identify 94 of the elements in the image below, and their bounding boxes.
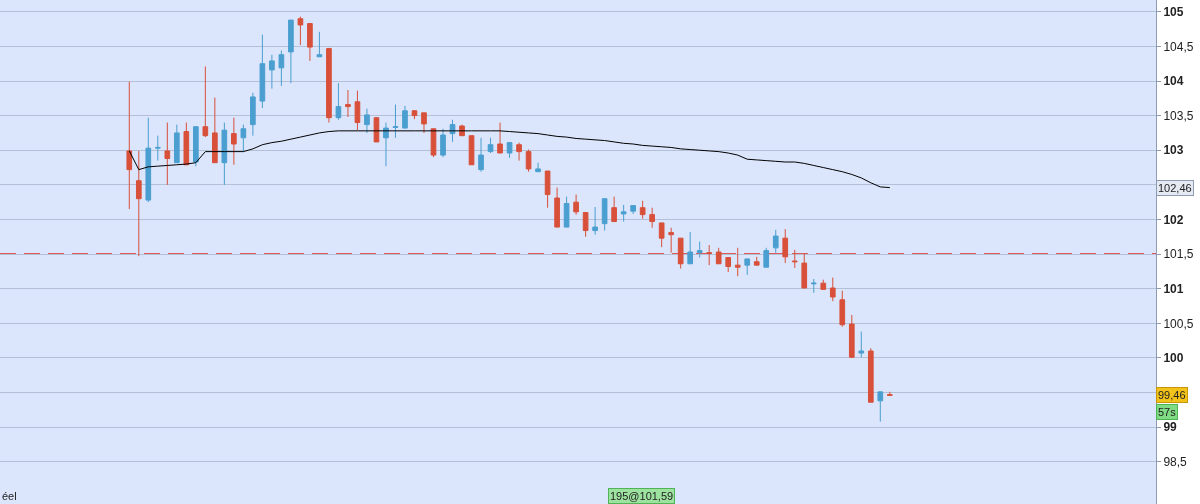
- candlestick: [573, 194, 579, 216]
- candlestick: [164, 122, 171, 186]
- candlestick: [706, 244, 713, 266]
- candlestick: [183, 122, 190, 166]
- candlestick: [392, 104, 399, 139]
- candlestick: [820, 279, 827, 290]
- candlestick: [867, 347, 874, 403]
- candlestick: [858, 331, 865, 358]
- candlestick: [687, 231, 694, 265]
- candlestick: [297, 16, 304, 46]
- candlestick: [582, 212, 589, 238]
- candlestick: [563, 196, 570, 228]
- candlestick: [525, 149, 532, 173]
- candlestick: [848, 314, 855, 359]
- candlestick: [544, 170, 551, 209]
- candlestick: [440, 128, 446, 158]
- candlestick: [269, 54, 275, 90]
- candlestick: [250, 92, 256, 137]
- candlestick: [126, 81, 133, 210]
- candlestick: [715, 247, 722, 265]
- candlestick: [649, 207, 655, 229]
- candlestick: [620, 204, 627, 223]
- candlestick: [734, 247, 741, 277]
- candlestick: [658, 222, 665, 248]
- y-tick-label: 104: [1163, 74, 1184, 89]
- candlestick: [145, 117, 152, 203]
- text: 57s: [1158, 406, 1177, 418]
- candlestick: [782, 228, 789, 264]
- candlestick: [810, 278, 817, 294]
- y-tick-label: 102: [1163, 212, 1184, 227]
- candlestick: [677, 237, 684, 270]
- candlestick: [744, 258, 751, 276]
- candlestick: [839, 290, 846, 328]
- candlestick: [326, 47, 332, 124]
- candlestick: [886, 391, 893, 396]
- candlestick: [373, 116, 380, 143]
- candlestick: [231, 117, 237, 166]
- candlestick: [345, 89, 351, 118]
- line-series: [128, 130, 891, 189]
- candlestick: [829, 277, 836, 302]
- text: éel: [2, 490, 17, 502]
- annotation: 195@101,59: [610, 490, 674, 502]
- candlestick: [506, 141, 513, 159]
- candlestick: [259, 34, 266, 109]
- candlestick: [668, 227, 674, 254]
- candlestick: [202, 65, 209, 138]
- candlestick: [221, 122, 228, 186]
- candlestick: [364, 108, 370, 134]
- candlestick: [316, 31, 323, 58]
- candlestick: [877, 391, 884, 423]
- candlestick: [154, 135, 161, 162]
- candlestick: [354, 90, 361, 131]
- y-tick-label: 105: [1163, 4, 1184, 19]
- candlestick: [791, 249, 798, 269]
- candlestick: [601, 198, 608, 232]
- candlestick: [135, 150, 142, 257]
- candlestick: [307, 23, 313, 62]
- candlestick: [763, 247, 770, 268]
- text: 102,46: [1158, 182, 1192, 194]
- candlestick: [212, 97, 218, 164]
- candlestick: [497, 122, 503, 154]
- y-tick-label: 103,5: [1163, 108, 1194, 123]
- candlestick: [173, 124, 180, 164]
- candlestick: [478, 137, 484, 173]
- candlestick: [193, 126, 199, 167]
- candlestick: [468, 135, 475, 166]
- y-tick-label: 100,5: [1163, 316, 1194, 331]
- y-tick-label: 101,5: [1163, 247, 1194, 262]
- candlestick: [421, 112, 427, 134]
- candlestick: [630, 205, 636, 215]
- candlestick: [335, 82, 342, 121]
- candlestick: [554, 187, 560, 228]
- y-tick-label: 101: [1163, 281, 1184, 296]
- candlestick: [725, 257, 732, 273]
- candlestick: [801, 252, 808, 289]
- candlestick: [487, 137, 494, 154]
- candlestick: [639, 200, 646, 220]
- y-tick-label: 103: [1163, 143, 1184, 158]
- candlestick: [696, 241, 703, 259]
- text: 99,46: [1158, 389, 1186, 401]
- candlestick: [753, 256, 760, 266]
- y-tick-label: 99: [1163, 420, 1178, 435]
- y-tick-label: 98,5: [1163, 454, 1188, 469]
- candlestick: [611, 196, 617, 223]
- candlestick: [535, 162, 541, 173]
- candlestick: [240, 124, 247, 153]
- candlestick: [516, 142, 522, 162]
- candlestick: [402, 105, 408, 129]
- y-tick-label: 104,5: [1163, 39, 1194, 54]
- candlestick: [288, 19, 294, 84]
- candlestick: [592, 206, 598, 236]
- candlestick: [772, 229, 779, 254]
- candlestick: [278, 50, 285, 87]
- y-tick-label: 100: [1163, 351, 1184, 366]
